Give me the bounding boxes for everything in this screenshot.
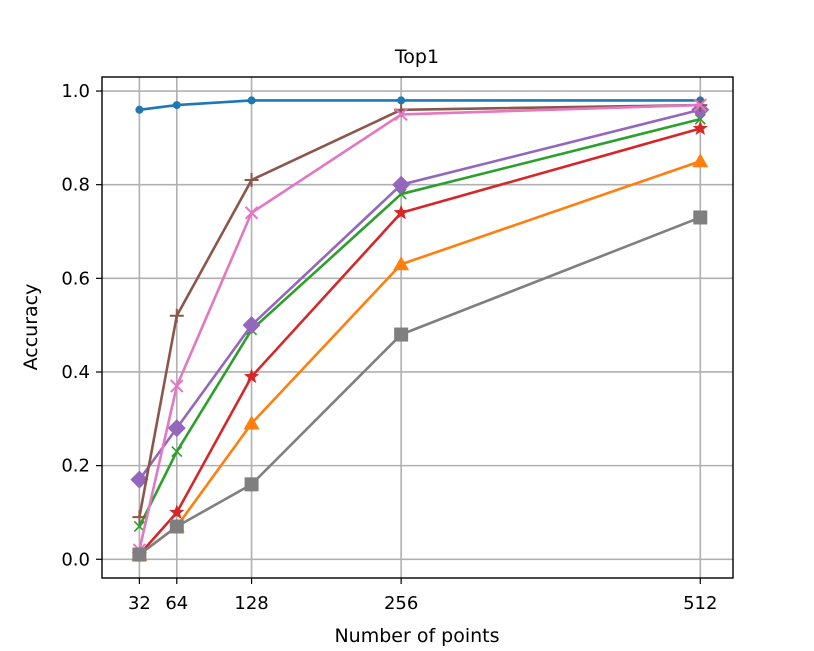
y-axis-label: Accuracy [20,284,42,371]
data-point [692,153,709,168]
data-point [169,308,184,323]
series-layer [130,96,710,562]
data-point [393,256,410,271]
y-tick-label: 1.0 [61,81,90,102]
x-tick-label: 128 [234,593,268,614]
x-tick-label: 512 [683,593,717,614]
x-axis-label: Number of points [334,625,499,647]
data-point [242,316,261,335]
data-point [169,504,185,519]
data-point [247,96,256,105]
data-point [167,419,186,438]
data-point [172,101,181,110]
data-point [243,415,260,430]
data-point [132,510,147,525]
y-tick-label: 0.8 [61,175,90,196]
plot-frame [101,76,734,579]
data-point [394,107,408,122]
data-point [243,368,260,384]
data-point [392,175,411,194]
y-tick-label: 0.4 [61,362,90,383]
y-tick-label: 0.6 [61,268,90,289]
data-point [693,98,707,112]
series [132,210,708,562]
data-point [244,173,259,188]
data-point [171,446,183,458]
x-tick-label: 256 [384,593,418,614]
data-point [130,470,149,489]
y-tick-label: 0.0 [61,549,90,570]
y-tick-label: 0.2 [61,456,90,477]
data-point [394,327,409,342]
data-point [694,113,706,125]
x-tick-label: 64 [165,593,188,614]
data-point [244,477,259,492]
data-point [397,96,406,105]
chart-title: Top1 [394,46,439,68]
series [132,98,707,557]
data-point [692,120,708,135]
data-point [244,206,259,220]
ticks: 32 64 128 256 512 0.0 0.2 0.4 0.6 0.8 1.0 [61,81,717,614]
series [135,96,705,114]
data-point [132,547,147,562]
data-point [169,519,184,534]
data-point [393,204,409,220]
x-tick-label: 32 [128,593,151,614]
data-point [170,379,184,393]
grid [102,77,733,578]
data-point [693,210,708,225]
data-point [135,105,144,114]
data-point [395,188,407,200]
